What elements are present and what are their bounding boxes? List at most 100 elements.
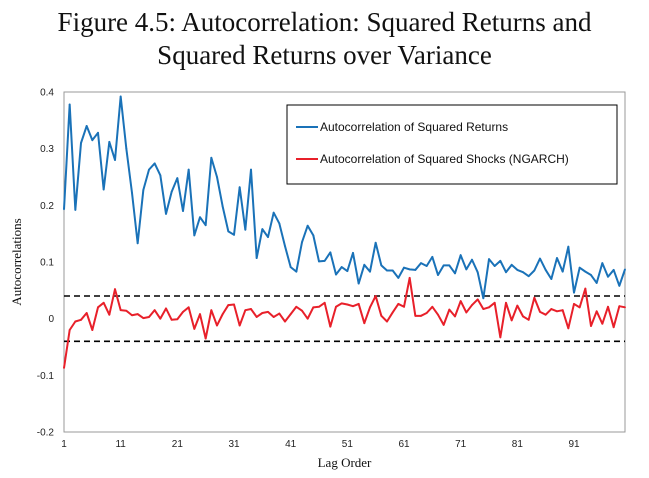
data-point <box>425 312 428 314</box>
data-point <box>471 258 473 261</box>
data-point <box>454 315 456 318</box>
data-point <box>595 310 598 313</box>
data-point <box>556 257 558 259</box>
data-point <box>68 329 71 331</box>
data-point <box>363 322 366 325</box>
data-point <box>227 304 230 306</box>
data-point <box>516 304 519 307</box>
data-point <box>165 212 167 215</box>
data-point <box>182 310 184 313</box>
data-point <box>85 125 88 127</box>
data-point <box>448 308 451 311</box>
legend-box <box>286 104 618 185</box>
data-point <box>550 278 553 280</box>
data-point <box>471 304 473 306</box>
data-point <box>607 275 609 278</box>
y-tick-label: 0.2 <box>40 201 54 212</box>
data-point <box>278 222 281 225</box>
data-point <box>295 270 298 273</box>
data-point <box>561 270 564 273</box>
data-point <box>102 301 105 304</box>
data-point <box>131 314 133 317</box>
data-point <box>227 230 230 233</box>
data-point <box>250 308 252 310</box>
y-axis: -0.2 -0.1 0 0.1 0.2 0.3 0.4 <box>37 88 55 439</box>
data-point <box>386 269 388 272</box>
data-point <box>493 265 496 267</box>
data-point <box>601 322 604 325</box>
data-point <box>306 224 309 227</box>
data-point <box>459 300 462 302</box>
x-tick-label: 91 <box>568 439 580 450</box>
y-tick-label: -0.1 <box>37 371 55 382</box>
data-point <box>199 313 201 316</box>
legend-label-squared-returns: Autocorrelation of Squared Returns <box>320 120 508 134</box>
data-point <box>238 324 241 327</box>
data-point <box>618 284 621 287</box>
series-squared-shocks <box>63 276 626 369</box>
data-point <box>323 301 326 304</box>
data-point <box>380 264 383 267</box>
data-point <box>68 103 71 106</box>
data-point <box>380 314 383 317</box>
data-point <box>159 174 162 177</box>
data-point <box>153 309 156 312</box>
data-point <box>210 156 213 159</box>
data-point <box>578 266 581 269</box>
data-point <box>221 205 224 208</box>
chart-title-line-1: Figure 4.5: Autocorrelation: Squared Ret… <box>57 7 592 37</box>
data-point <box>301 241 303 244</box>
x-tick-label: 71 <box>455 439 467 450</box>
data-point <box>210 309 213 312</box>
data-point <box>391 311 394 314</box>
data-point <box>346 270 349 272</box>
data-point <box>63 367 65 369</box>
data-point <box>539 257 541 260</box>
data-point <box>369 306 371 309</box>
data-point <box>601 262 604 265</box>
data-point <box>573 291 575 294</box>
data-point <box>403 305 405 308</box>
data-point <box>505 301 507 304</box>
data-point <box>590 325 592 327</box>
data-point <box>335 305 337 308</box>
data-point <box>476 271 479 274</box>
data-point <box>567 327 570 330</box>
data-point <box>567 245 570 248</box>
y-axis-title: Autocorrelations <box>9 218 24 305</box>
data-point <box>284 320 286 323</box>
data-point <box>165 307 167 310</box>
data-point <box>238 186 241 189</box>
data-point <box>544 313 547 316</box>
series-line <box>63 95 626 300</box>
x-tick-label: 51 <box>342 439 354 450</box>
data-point <box>74 320 77 323</box>
data-point <box>91 139 94 142</box>
data-point <box>561 309 564 312</box>
data-point <box>306 317 309 320</box>
chart-title-line-2: Squared Returns over Variance <box>157 40 492 70</box>
series-line <box>63 276 626 369</box>
data-point <box>522 315 524 318</box>
data-point <box>493 301 496 304</box>
x-tick-label: 61 <box>398 439 410 450</box>
x-axis: 1 11 21 31 41 51 61 71 81 91 <box>61 439 580 450</box>
y-tick-label: 0 <box>48 314 54 325</box>
data-point <box>516 269 519 271</box>
data-point <box>85 312 88 314</box>
data-point <box>578 306 581 309</box>
data-point <box>97 131 99 134</box>
data-point <box>408 276 411 279</box>
data-point <box>420 262 422 265</box>
data-point <box>459 254 462 257</box>
data-point <box>454 272 456 275</box>
data-point <box>556 310 558 313</box>
data-point <box>544 269 547 271</box>
data-point <box>352 252 354 254</box>
data-point <box>278 312 281 315</box>
data-point <box>335 273 337 276</box>
data-point <box>187 306 190 309</box>
y-tick-label: 0.4 <box>40 88 54 99</box>
legend-label-squared-shocks: Autocorrelation of Squared Shocks (NGARC… <box>320 152 569 166</box>
data-point <box>301 309 303 312</box>
